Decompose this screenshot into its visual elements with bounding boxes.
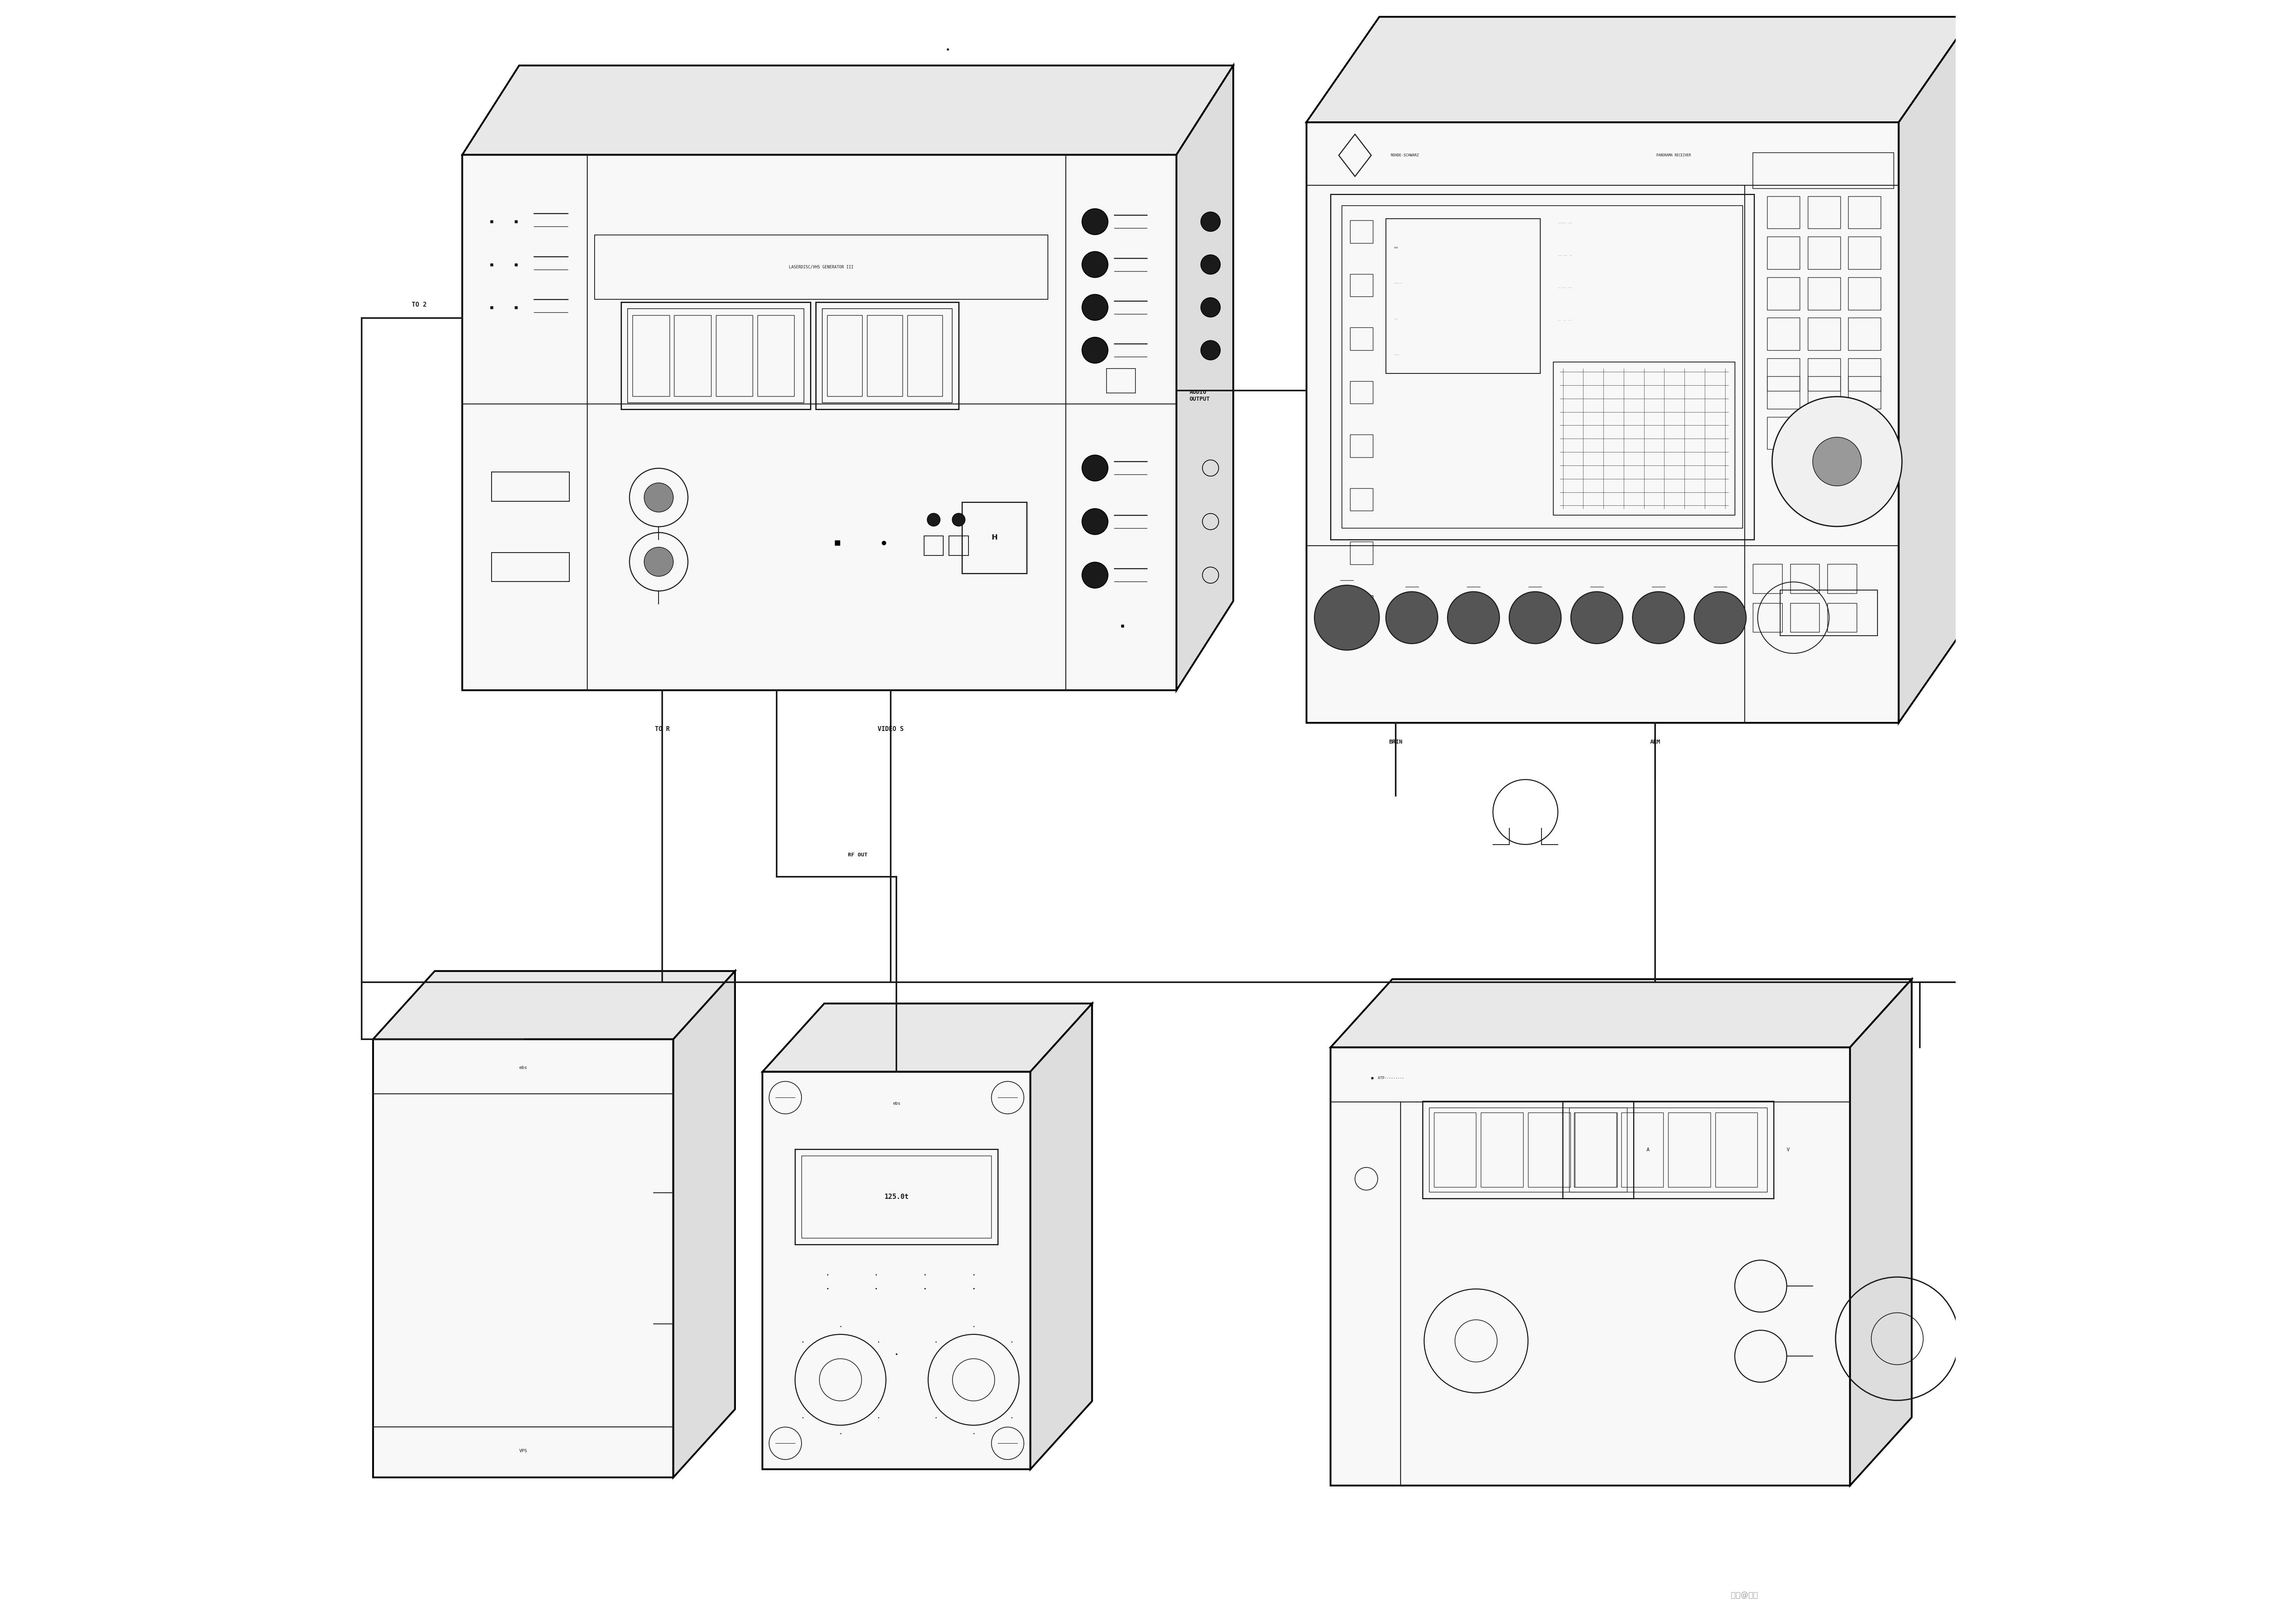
Polygon shape xyxy=(673,971,734,1478)
Text: V: V xyxy=(1787,1147,1789,1153)
Circle shape xyxy=(645,482,673,512)
Polygon shape xyxy=(462,154,1176,690)
Circle shape xyxy=(1634,591,1684,643)
Polygon shape xyxy=(1899,16,1972,723)
Text: ------: ------ xyxy=(1393,283,1403,284)
Text: ■  ATP---------: ■ ATP--------- xyxy=(1371,1077,1405,1080)
Text: VIDEO S: VIDEO S xyxy=(879,726,904,732)
Polygon shape xyxy=(1851,979,1913,1486)
Polygon shape xyxy=(1332,1047,1851,1486)
Circle shape xyxy=(1082,508,1107,534)
Circle shape xyxy=(927,513,940,526)
Circle shape xyxy=(1773,396,1901,526)
Circle shape xyxy=(1201,297,1220,317)
Polygon shape xyxy=(1332,979,1913,1047)
Circle shape xyxy=(1082,252,1107,278)
Polygon shape xyxy=(373,971,734,1039)
Text: ebs: ebs xyxy=(892,1101,899,1106)
Circle shape xyxy=(1387,591,1437,643)
Circle shape xyxy=(1812,437,1862,486)
Circle shape xyxy=(1082,209,1107,234)
Text: AUDIO
OUTPUT: AUDIO OUTPUT xyxy=(1190,390,1210,403)
Text: TO 2: TO 2 xyxy=(412,302,426,307)
Text: PANORAMA RECEIVER: PANORAMA RECEIVER xyxy=(1657,154,1691,158)
Circle shape xyxy=(1201,341,1220,361)
Circle shape xyxy=(1082,562,1107,588)
Circle shape xyxy=(952,513,966,526)
Circle shape xyxy=(1082,455,1107,481)
Circle shape xyxy=(1082,294,1107,320)
Polygon shape xyxy=(462,65,1233,154)
Text: ROHDE·SCHWARZ: ROHDE·SCHWARZ xyxy=(1391,154,1419,158)
Polygon shape xyxy=(1306,16,1972,122)
Polygon shape xyxy=(762,1004,1091,1072)
Text: ARM: ARM xyxy=(1650,739,1661,745)
Circle shape xyxy=(1082,338,1107,364)
Text: ------  ---: ------ --- xyxy=(1558,222,1572,224)
Circle shape xyxy=(1201,213,1220,231)
Text: BRIN: BRIN xyxy=(1389,739,1403,745)
Polygon shape xyxy=(1306,122,1899,723)
Text: VPS: VPS xyxy=(519,1449,526,1453)
Text: H: H xyxy=(991,534,998,541)
Text: --- ---  --: --- --- -- xyxy=(1558,255,1572,257)
Polygon shape xyxy=(373,1039,673,1478)
Circle shape xyxy=(1693,591,1746,643)
Circle shape xyxy=(1201,255,1220,274)
Text: A: A xyxy=(1647,1147,1650,1153)
Polygon shape xyxy=(762,1072,1030,1470)
Text: 125.0t: 125.0t xyxy=(883,1194,908,1200)
Circle shape xyxy=(1448,591,1499,643)
Text: RF OUT: RF OUT xyxy=(849,853,867,857)
Circle shape xyxy=(645,547,673,577)
Text: TO R: TO R xyxy=(654,726,670,732)
Polygon shape xyxy=(1030,1004,1091,1470)
Text: ----: ---- xyxy=(1393,354,1400,356)
Text: -- ---  ---: -- --- --- xyxy=(1558,287,1572,289)
Polygon shape xyxy=(1176,65,1233,690)
Text: 知乎@贺军: 知乎@贺军 xyxy=(1732,1592,1757,1600)
Circle shape xyxy=(1510,591,1560,643)
Text: CH2: CH2 xyxy=(1393,247,1398,248)
Text: LASERDISC/VHS GENERATOR III: LASERDISC/VHS GENERATOR III xyxy=(789,265,853,270)
Circle shape xyxy=(1313,585,1380,650)
Text: --  --  --: -- -- -- xyxy=(1558,320,1572,322)
Text: ebs: ebs xyxy=(519,1065,526,1070)
Text: ---: --- xyxy=(1393,318,1398,320)
Circle shape xyxy=(1572,591,1622,643)
